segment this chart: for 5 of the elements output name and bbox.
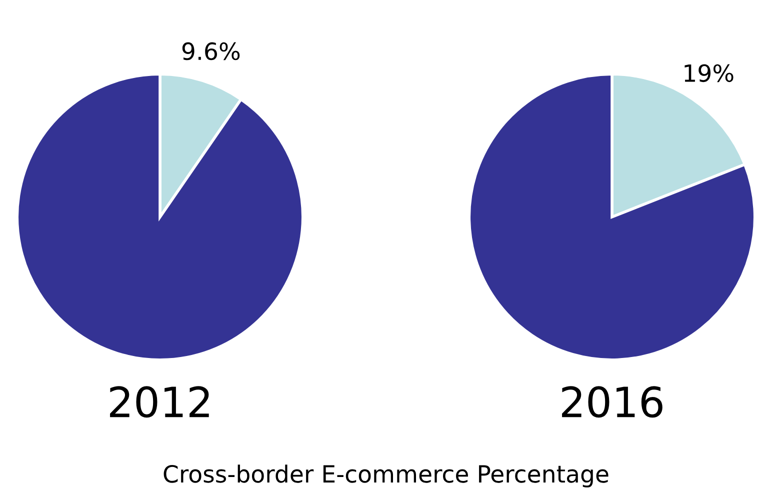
data-label: 19% xyxy=(684,64,734,82)
text: 2012 xyxy=(110,386,209,418)
text: Cross-border E-commerce Percentage xyxy=(164,464,608,488)
text: 2016 xyxy=(562,386,662,418)
data-label: 9.6% xyxy=(182,42,240,60)
